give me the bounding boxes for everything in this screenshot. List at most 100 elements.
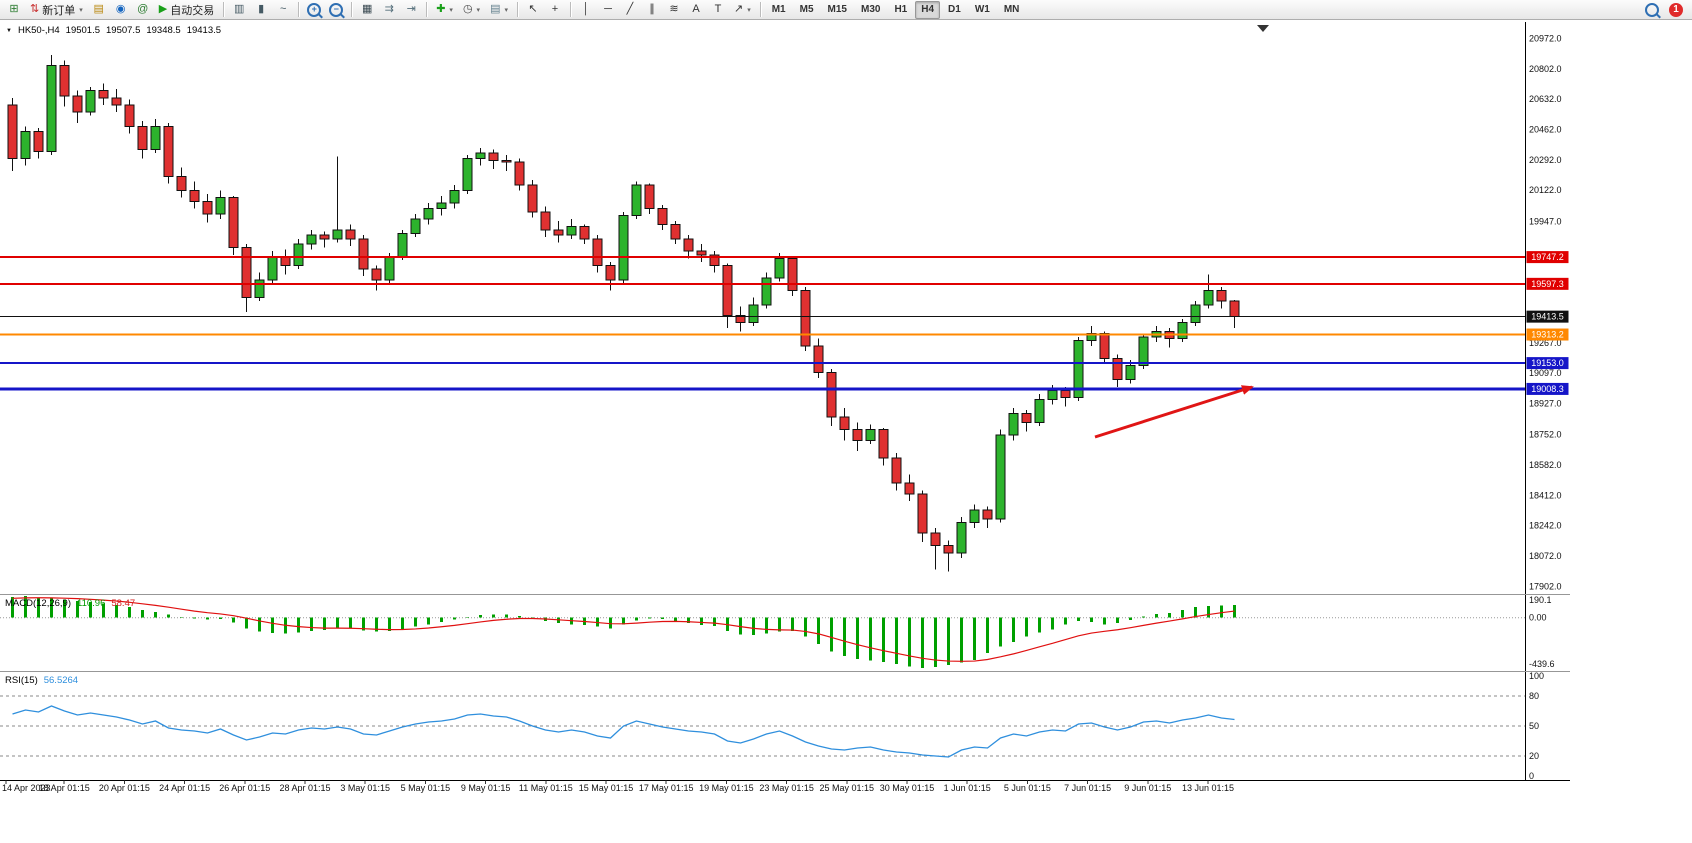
market-watch-icon[interactable]: ◉: [110, 0, 132, 20]
svg-text:100: 100: [1529, 671, 1544, 681]
autotrading-icon: ▶: [158, 3, 168, 15]
svg-text:19947.0: 19947.0: [1529, 216, 1562, 226]
timeframe-w1[interactable]: W1: [974, 4, 990, 15]
main-toolbar: ⊞ ⇅ 新订单 ▾ ▤ ◉ @ ▶ 自动交易 ▥ ▮ ~ + − ▦ ⇉ ⇥ ✚ ▾ ◷ ▾ ▤ ▾ ↖ + │ ─ ╱ ∥ ≋ A T ↗ ▾ M…: [0, 0, 1692, 20]
toolbar-separator: [516, 2, 518, 17]
line-chart-icon: ~: [279, 3, 287, 15]
macd-signal-line: [12, 597, 1235, 662]
profiles-icon: ▤: [93, 3, 104, 15]
timeframe-h1[interactable]: H1: [894, 4, 908, 15]
metaeditor-icon: @: [137, 3, 149, 15]
vertical-line-icon[interactable]: │: [575, 0, 597, 20]
new-chart-icon[interactable]: ⊞: [3, 0, 25, 20]
svg-text:20: 20: [1529, 751, 1539, 761]
autotrading-button[interactable]: ▶ 自动交易: [154, 0, 219, 20]
svg-text:17902.0: 17902.0: [1529, 581, 1562, 591]
svg-text:19 May 01:15: 19 May 01:15: [699, 783, 754, 793]
toolbar-separator: [298, 2, 300, 17]
tile-windows-icon[interactable]: ▦: [356, 0, 378, 20]
svg-text:17 May 01:15: 17 May 01:15: [639, 783, 694, 793]
ohlc-low: 19348.5: [146, 25, 181, 36]
svg-text:20 Apr 01:15: 20 Apr 01:15: [99, 783, 150, 793]
macd-histogram: [11, 596, 1236, 668]
svg-text:0: 0: [1529, 771, 1534, 781]
new-order-button-label: 新订单: [42, 4, 76, 17]
trend-arrow-annotation[interactable]: [1094, 385, 1254, 439]
text-icon: A: [692, 3, 700, 15]
svg-text:19267.0: 19267.0: [1529, 338, 1562, 348]
trendline-icon[interactable]: ╱: [619, 0, 641, 20]
svg-text:5 Jun 01:15: 5 Jun 01:15: [1004, 783, 1051, 793]
svg-text:13 Jun 01:15: 13 Jun 01:15: [1182, 783, 1234, 793]
svg-text:18072.0: 18072.0: [1529, 551, 1562, 561]
fibonacci-icon[interactable]: ≋: [663, 0, 685, 20]
auto-scroll-icon[interactable]: ⇉: [378, 0, 400, 20]
bar-chart-icon: ▥: [234, 3, 245, 15]
bar-chart-icon[interactable]: ▥: [228, 0, 250, 20]
timeframe-h4[interactable]: H4: [915, 0, 941, 19]
dropdown-arrow-icon: ▾: [476, 6, 481, 14]
svg-text:1 Jun 01:15: 1 Jun 01:15: [944, 783, 991, 793]
candlestick-icon[interactable]: ▮: [250, 0, 272, 20]
new-order-button[interactable]: ⇅ 新订单 ▾: [25, 0, 88, 20]
line-chart-icon[interactable]: ~: [272, 0, 294, 20]
svg-text:18412.0: 18412.0: [1529, 490, 1562, 500]
text-icon[interactable]: A: [685, 0, 707, 20]
macd-main-value: 110.96: [77, 598, 106, 609]
ohlc-high: 19507.5: [106, 25, 141, 36]
channel-icon[interactable]: ∥: [641, 0, 663, 20]
timeframe-mn[interactable]: MN: [1003, 4, 1020, 15]
rsi-label: RSI(15) 56.5264: [5, 675, 78, 686]
zoom-in-icon[interactable]: +: [303, 0, 325, 20]
toolbar-separator: [223, 2, 225, 17]
notification-badge[interactable]: 1: [1669, 2, 1683, 17]
label-icon[interactable]: T: [707, 0, 729, 20]
svg-text:20462.0: 20462.0: [1529, 125, 1562, 135]
svg-text:80: 80: [1529, 691, 1539, 701]
timeframe-m30[interactable]: M30: [860, 4, 881, 15]
crosshair-icon[interactable]: +: [544, 0, 566, 20]
market-watch-icon: ◉: [115, 3, 126, 15]
chart-shift-marker-icon[interactable]: [1257, 25, 1269, 32]
rsi-value: 56.5264: [43, 675, 79, 686]
price-axis[interactable]: 20972.0 20802.0 20632.0 20462.0 20292.0 20122…: [1525, 22, 1569, 780]
candles-layer: [7, 55, 1240, 572]
cursor-icon[interactable]: ↖: [522, 0, 544, 20]
horizontal-line-icon: ─: [604, 3, 612, 15]
zoom-out-icon[interactable]: −: [325, 0, 347, 20]
macd-name: MACD(12,26,9): [5, 598, 71, 609]
arrows-tool-button[interactable]: ↗ ▾: [729, 0, 756, 20]
chart-canvas[interactable]: 20972.0 20802.0 20632.0 20462.0 20292.0 20122…: [0, 20, 1692, 838]
symbol-period-label: HK50-,H4: [17, 25, 60, 36]
svg-text:20122.0: 20122.0: [1529, 185, 1562, 195]
horizontal-line-icon[interactable]: ─: [597, 0, 619, 20]
chart-shift-icon[interactable]: ⇥: [400, 0, 422, 20]
timeframe-m1[interactable]: M1: [771, 4, 786, 15]
search-icon[interactable]: [1641, 0, 1663, 20]
templates-button[interactable]: ▤ ▾: [485, 0, 513, 20]
svg-text:23 May 01:15: 23 May 01:15: [759, 783, 814, 793]
candlestick-icon: ▮: [258, 3, 265, 15]
svg-text:19097.0: 19097.0: [1529, 368, 1562, 378]
timeframe-m15[interactable]: M15: [827, 4, 847, 15]
profiles-icon[interactable]: ▤: [88, 0, 110, 20]
svg-text:50: 50: [1529, 721, 1539, 731]
vertical-line-icon: │: [582, 3, 590, 15]
collapse-indicator-icon[interactable]: ▼: [6, 27, 12, 34]
svg-text:19747.2: 19747.2: [1531, 252, 1564, 262]
toolbar-separator: [569, 2, 571, 17]
timeframe-m5[interactable]: M5: [799, 4, 814, 15]
chart-background: [0, 20, 1570, 838]
svg-text:-439.6: -439.6: [1529, 659, 1555, 669]
ohlc-close: 19413.5: [186, 25, 222, 36]
horizontal-line-objects[interactable]: [0, 256, 1525, 391]
svg-text:7 Jun 01:15: 7 Jun 01:15: [1064, 783, 1111, 793]
svg-text:11 May 01:15: 11 May 01:15: [519, 783, 573, 793]
timeframe-d1[interactable]: D1: [948, 4, 961, 15]
svg-text:5 May 01:15: 5 May 01:15: [401, 783, 451, 793]
metaeditor-icon[interactable]: @: [132, 0, 154, 20]
periods-button[interactable]: ◷ ▾: [458, 0, 485, 20]
svg-text:24 Apr 01:15: 24 Apr 01:15: [159, 783, 210, 793]
indicators-button[interactable]: ✚ ▾: [431, 0, 458, 20]
